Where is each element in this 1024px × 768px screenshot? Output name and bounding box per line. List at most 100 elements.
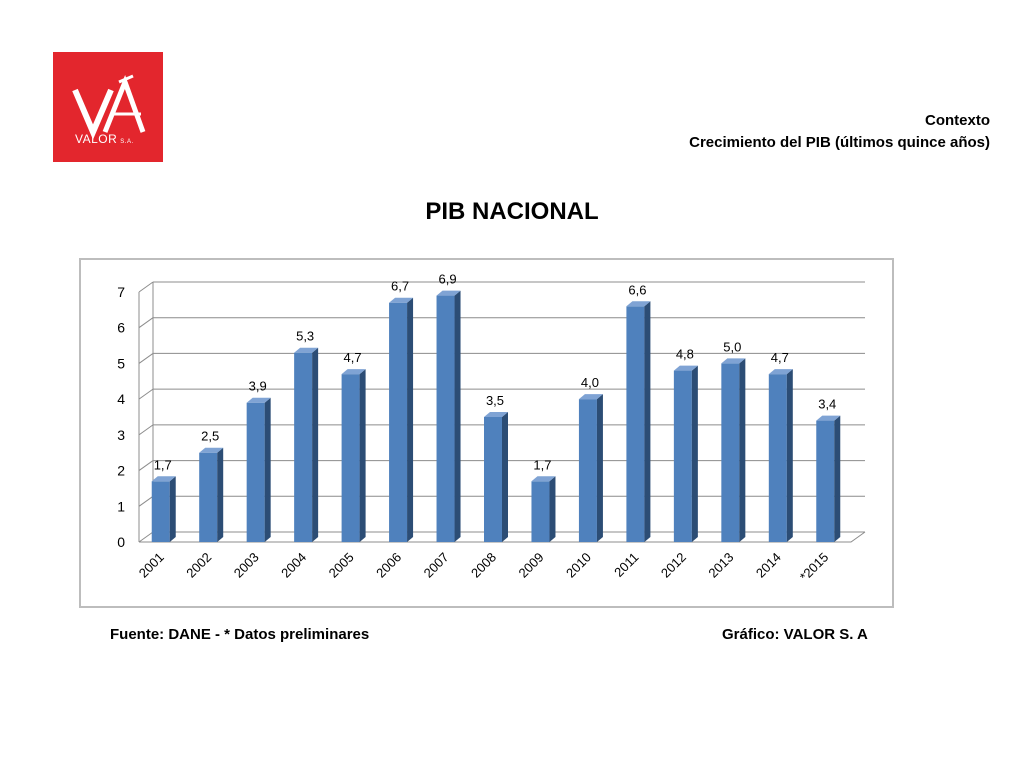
y-tick-label: 3 bbox=[117, 427, 125, 443]
bar-top bbox=[151, 476, 176, 482]
bar-side bbox=[834, 415, 841, 542]
bar bbox=[768, 374, 787, 542]
data-label: 4,0 bbox=[581, 375, 599, 390]
y-tick-label: 2 bbox=[117, 463, 125, 479]
footer-source: Fuente: DANE - * Datos preliminares bbox=[110, 626, 370, 643]
bar-side bbox=[644, 301, 651, 542]
bar-top bbox=[246, 397, 271, 403]
bar-side bbox=[264, 397, 271, 542]
bar-top bbox=[816, 415, 841, 421]
grid-line-side bbox=[138, 317, 154, 329]
footer-credit: Gráfico: VALOR S. A bbox=[722, 626, 868, 643]
y-tick-label: 5 bbox=[117, 355, 125, 371]
bar bbox=[673, 370, 692, 542]
logo-company: VALOR bbox=[75, 132, 118, 146]
floor-edge bbox=[139, 531, 866, 543]
data-label: 5,3 bbox=[296, 329, 314, 344]
grid-line-side bbox=[138, 353, 154, 364]
x-tick-label: 2003 bbox=[231, 550, 262, 581]
bar bbox=[389, 302, 408, 542]
bar bbox=[626, 306, 645, 542]
bar bbox=[294, 352, 313, 542]
data-label: 3,9 bbox=[249, 379, 267, 394]
bar bbox=[484, 417, 502, 542]
y-tick-label: 7 bbox=[117, 284, 125, 300]
header-subtitle: Crecimiento del PIB (últimos quince años… bbox=[689, 134, 990, 151]
data-label: 6,7 bbox=[391, 279, 409, 294]
bar bbox=[199, 452, 218, 542]
chart-frame: 0 1 2 3 4 5 6 7 1,7 2001 2,5 2002 3,9 2003 5,3 2004 4,7 2… bbox=[79, 258, 894, 608]
x-tick-label: 2006 bbox=[373, 550, 404, 581]
bar-top bbox=[578, 394, 603, 400]
bar-top bbox=[294, 347, 319, 353]
bar-side bbox=[786, 369, 793, 542]
y-tick-label: 6 bbox=[117, 320, 125, 336]
data-label: 3,4 bbox=[818, 397, 836, 412]
bar-top bbox=[389, 297, 414, 303]
chart-title: PIB NACIONAL bbox=[425, 198, 599, 225]
data-label: 2,5 bbox=[201, 429, 219, 444]
x-tick-label: 2011 bbox=[611, 550, 641, 580]
x-tick-label: 2001 bbox=[136, 550, 167, 581]
bar-top bbox=[341, 369, 366, 375]
bar-top bbox=[768, 369, 793, 375]
bar-side bbox=[454, 290, 461, 542]
data-label: 6,9 bbox=[438, 272, 456, 287]
bar bbox=[341, 374, 360, 542]
x-tick-label: 2004 bbox=[278, 550, 309, 581]
bar-top bbox=[436, 290, 461, 296]
x-tick-label: 2013 bbox=[705, 550, 736, 581]
bar-side bbox=[691, 365, 698, 542]
bar-top bbox=[626, 301, 651, 307]
bar-top bbox=[484, 412, 508, 417]
grid-line-side bbox=[138, 531, 154, 543]
data-label: 4,7 bbox=[344, 350, 362, 365]
data-label: 1,7 bbox=[533, 457, 551, 472]
header-context: Contexto bbox=[925, 112, 990, 129]
data-label: 1,7 bbox=[154, 457, 172, 472]
data-label: 6,6 bbox=[628, 282, 646, 297]
bar-side bbox=[502, 412, 508, 542]
bar-side bbox=[596, 394, 603, 542]
bar-side bbox=[549, 476, 556, 542]
y-tick-label: 4 bbox=[117, 391, 125, 407]
bar-top bbox=[199, 447, 224, 453]
bar-chart: 0 1 2 3 4 5 6 7 1,7 2001 2,5 2002 3,9 2003 5,3 2004 4,7 2… bbox=[117, 272, 866, 585]
grid-line-side bbox=[138, 495, 154, 507]
valor-logo: VALOR S.A. bbox=[53, 52, 163, 162]
bar-side bbox=[359, 369, 366, 542]
bar-top bbox=[721, 358, 746, 364]
x-tick-label: 2012 bbox=[658, 550, 689, 581]
grid-line-side bbox=[138, 281, 154, 293]
bar-side bbox=[312, 347, 319, 542]
bar bbox=[816, 420, 835, 542]
data-label: 4,8 bbox=[676, 347, 694, 362]
x-tick-label: 2005 bbox=[326, 550, 357, 581]
bar-side bbox=[407, 297, 414, 542]
data-label: 5,0 bbox=[723, 339, 741, 354]
x-tick-label: 2008 bbox=[468, 550, 499, 581]
data-label: 4,7 bbox=[771, 350, 789, 365]
x-tick-label: 2010 bbox=[563, 550, 594, 581]
grid-line-side bbox=[138, 424, 154, 436]
data-label: 3,5 bbox=[486, 393, 504, 408]
bar-side bbox=[739, 358, 746, 542]
bar bbox=[578, 399, 597, 542]
bar bbox=[436, 295, 455, 542]
x-tick-label: 2007 bbox=[421, 550, 452, 581]
grid-line-side bbox=[138, 388, 154, 400]
x-tick-label: *2015 bbox=[797, 550, 832, 585]
x-tick-label: 2014 bbox=[753, 550, 784, 581]
grid-line-side bbox=[138, 460, 154, 471]
y-tick-label: 0 bbox=[117, 534, 125, 550]
bar-side bbox=[217, 447, 224, 542]
bar bbox=[246, 402, 265, 542]
bar-top bbox=[531, 476, 556, 482]
x-tick-label: 2009 bbox=[516, 550, 547, 581]
bar bbox=[721, 363, 740, 542]
header: Contexto Crecimiento del PIB (últimos qu… bbox=[689, 110, 990, 154]
bar-top bbox=[673, 365, 698, 371]
x-tick-label: 2002 bbox=[183, 550, 214, 581]
logo-text: VALOR S.A. bbox=[75, 132, 134, 146]
bar bbox=[151, 481, 170, 542]
